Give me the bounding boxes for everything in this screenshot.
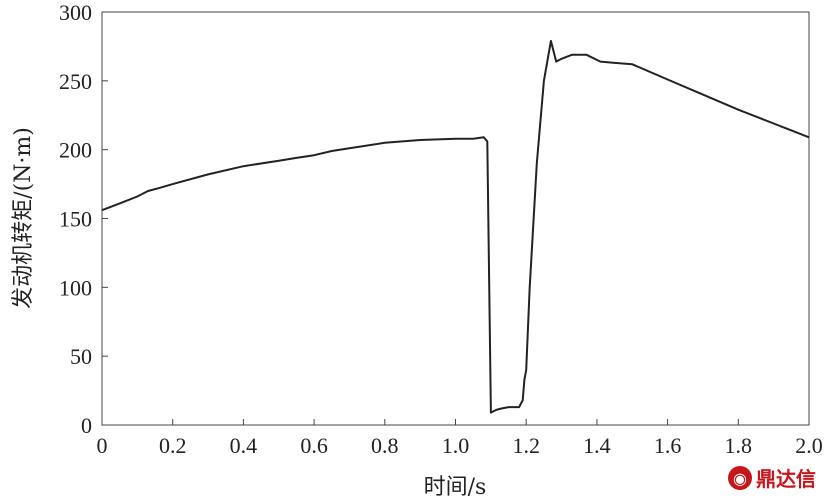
watermark-text: 鼎达信 [756, 467, 816, 491]
x-tick-label: 0.2 [159, 433, 187, 458]
x-tick-label: 0.6 [300, 433, 328, 458]
y-tick-label: 0 [81, 413, 92, 438]
watermark-logo-icon [728, 466, 752, 490]
x-tick-label: 1.6 [654, 433, 682, 458]
x-tick-label: 1.4 [583, 433, 611, 458]
x-tick-label: 0.8 [371, 433, 399, 458]
x-tick-label: 1.8 [725, 433, 753, 458]
y-axis-title: 发动机转矩/(N·m) [11, 127, 36, 309]
x-tick-label: 0.4 [230, 433, 258, 458]
x-tick-label: 1.2 [512, 433, 540, 458]
y-tick-label: 250 [59, 69, 92, 94]
plot-frame [101, 11, 810, 426]
y-tick-label: 300 [59, 0, 92, 25]
x-tick-label: 2.0 [795, 433, 823, 458]
y-axis-ticks: 0 50 100 150 200 250 300 [59, 0, 108, 438]
y-tick-label: 50 [70, 344, 92, 369]
watermark: ◉ 鼎达信 [728, 466, 816, 491]
x-axis-title: 时间/s [424, 475, 487, 500]
y-tick-label: 100 [59, 275, 92, 300]
x-tick-label: 0 [97, 433, 108, 458]
x-tick-label: 1.0 [442, 433, 470, 458]
y-tick-label: 150 [59, 207, 92, 232]
x-axis-ticks: 0 0.2 0.4 0.6 0.8 1.0 1.2 1.4 1.6 1.8 2.0 [97, 419, 823, 458]
y-tick-label: 200 [59, 138, 92, 163]
watermark-logo-glyph: ◉ [733, 469, 747, 488]
series-line-engine-torque [101, 39, 810, 414]
